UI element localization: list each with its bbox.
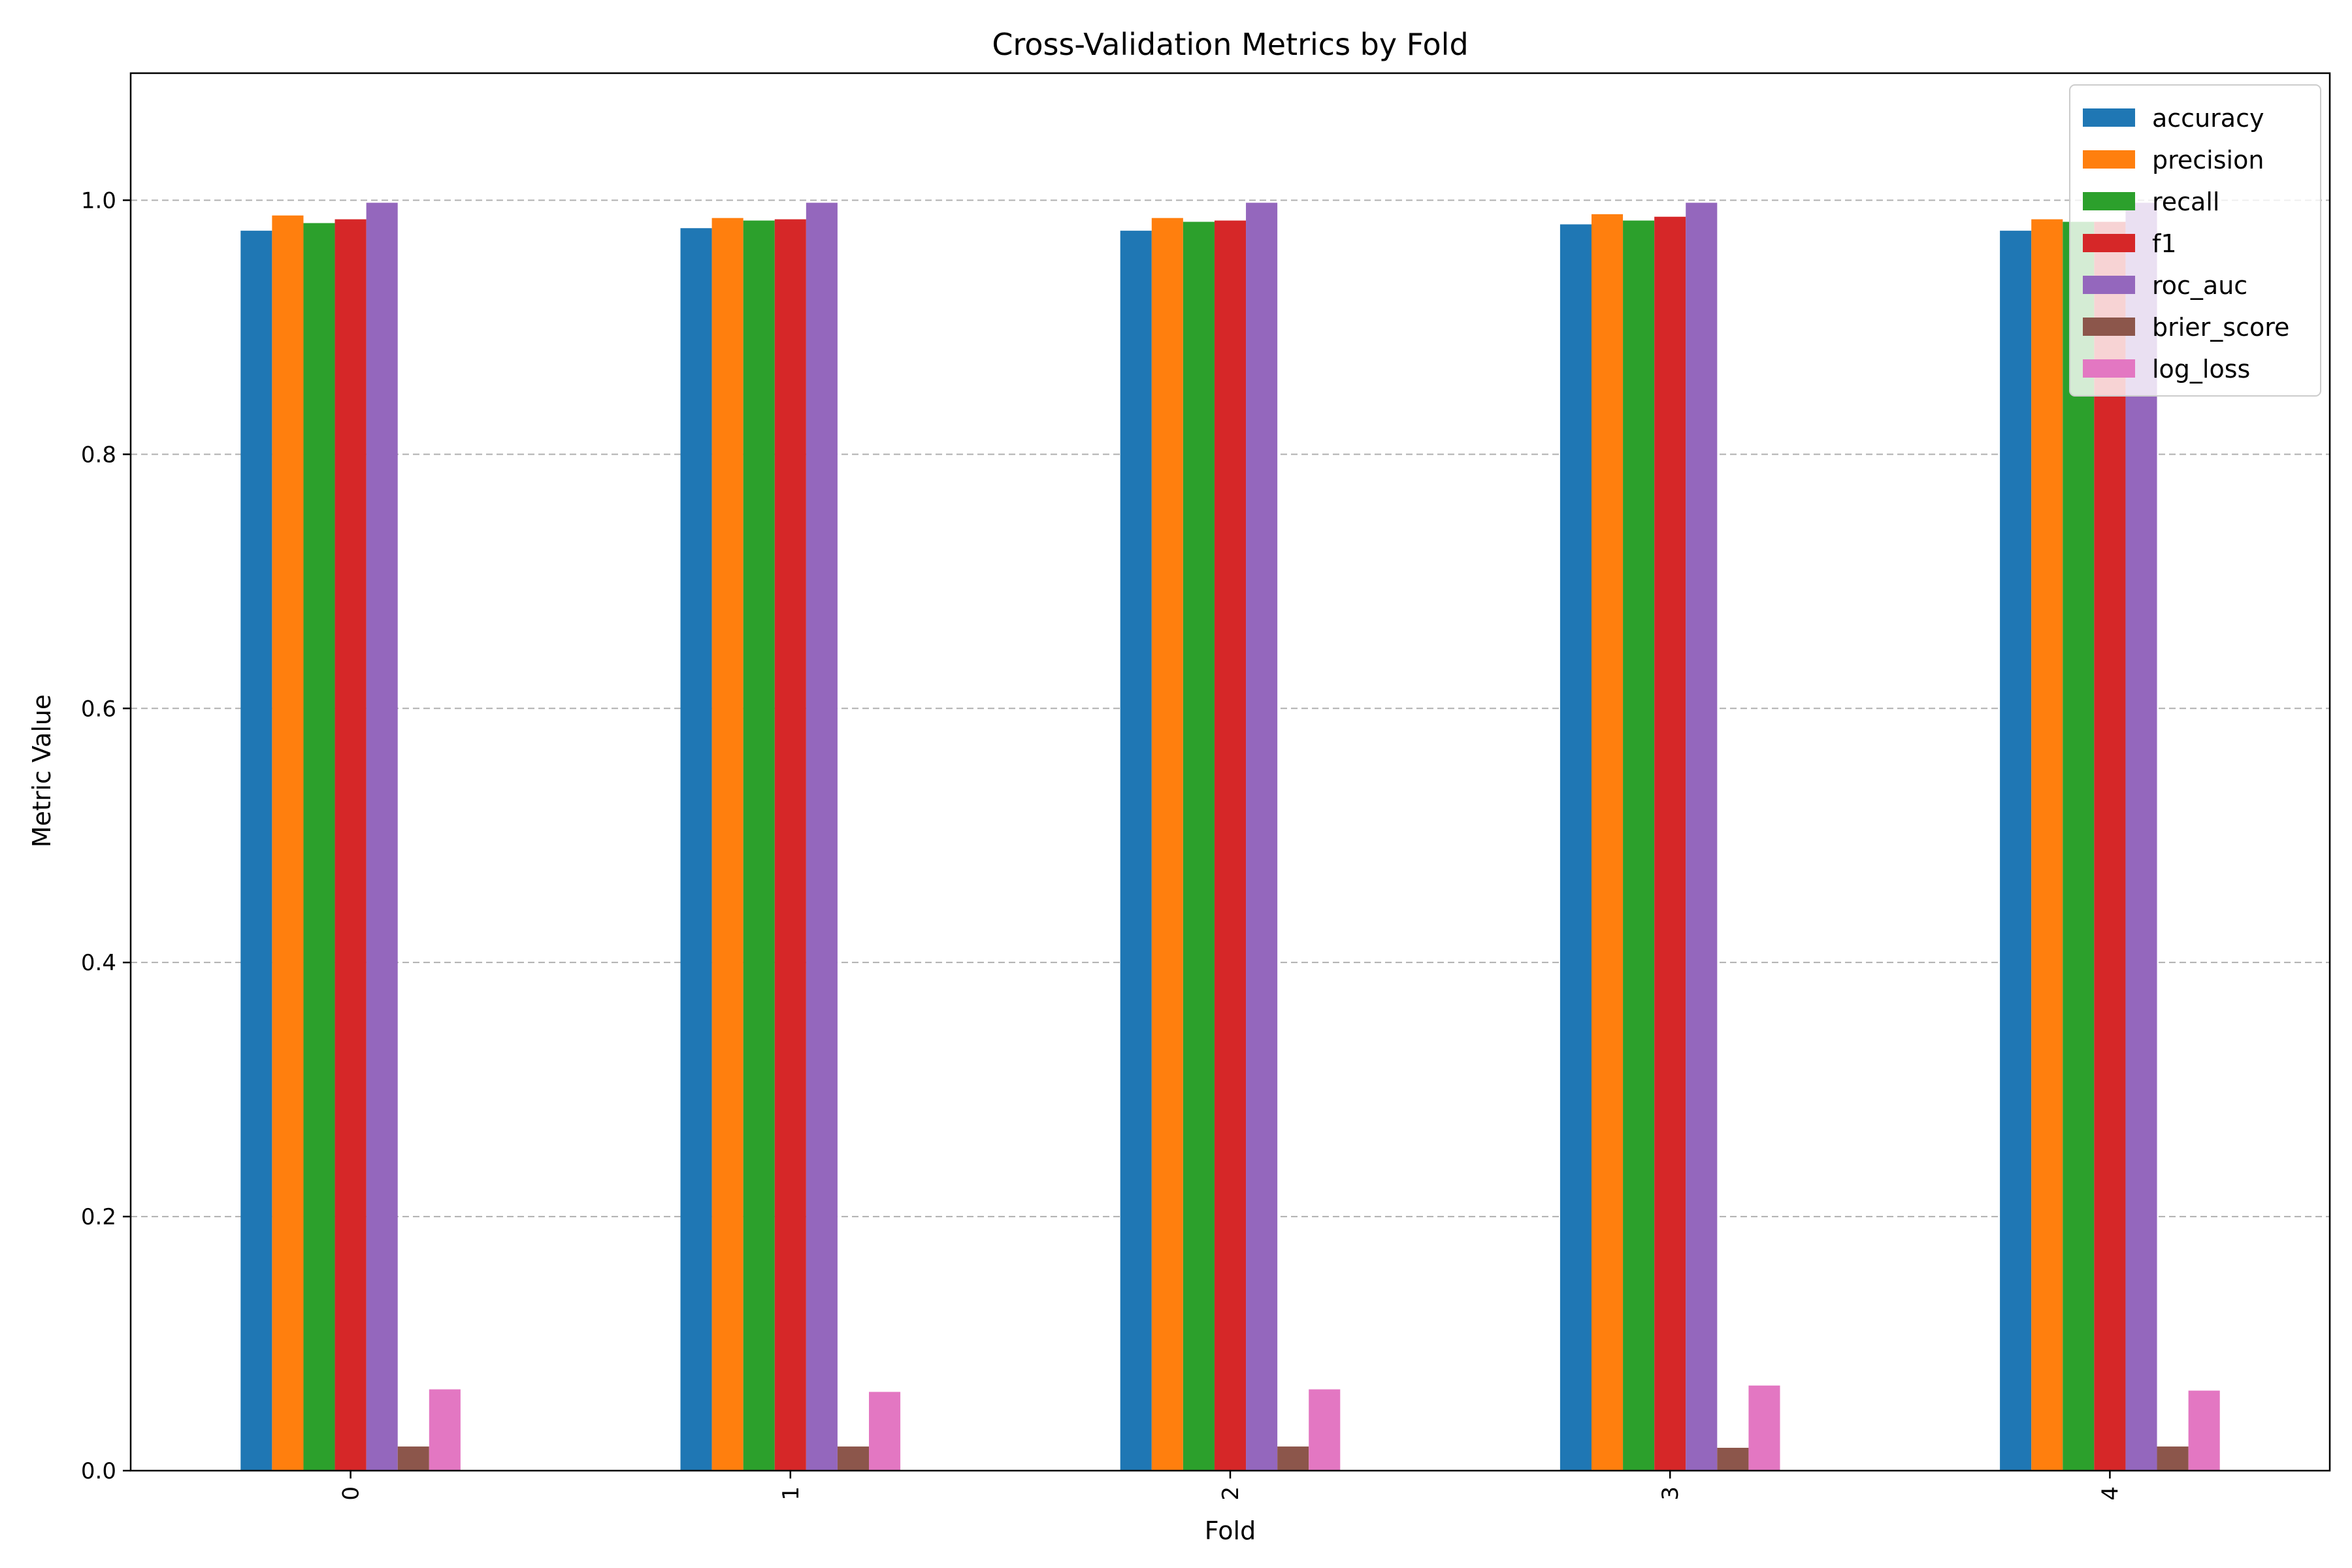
x-axis-title: Fold	[1205, 1516, 1256, 1545]
bar-f1-fold-0	[335, 219, 367, 1471]
bar-recall-fold-3	[1623, 220, 1655, 1471]
legend-label-log_loss: log_loss	[2152, 355, 2250, 384]
legend-swatch-brier_score	[2083, 318, 2135, 336]
y-tick-label-2: 0.4	[81, 950, 116, 976]
bar-f1-fold-1	[774, 219, 806, 1471]
legend-swatch-recall	[2083, 192, 2135, 210]
bar-log_loss-fold-1	[869, 1392, 901, 1471]
legend: accuracy precision recall f1 roc_auc brier_sc…	[2069, 84, 2321, 397]
bar-roc_auc-fold-4	[2125, 203, 2157, 1471]
bar-brier_score-fold-0	[397, 1446, 429, 1471]
legend-label-precision: precision	[2152, 146, 2264, 174]
bar-recall-fold-4	[2063, 221, 2095, 1471]
bar-precision-fold-1	[711, 218, 743, 1471]
x-tick-label-2: 2	[1218, 1486, 1244, 1501]
bar-roc_auc-fold-2	[1246, 203, 1278, 1471]
y-axis-title: Metric Value	[27, 694, 56, 848]
bar-f1-fold-2	[1214, 220, 1247, 1471]
y-tick-label-1: 0.2	[81, 1204, 116, 1230]
bar-accuracy-fold-3	[1560, 224, 1592, 1471]
y-tick-label-3: 0.6	[81, 696, 116, 722]
legend-label-recall: recall	[2152, 188, 2219, 216]
x-tick-label-1: 1	[778, 1486, 804, 1501]
legend-swatch-precision	[2083, 150, 2135, 169]
legend-swatch-log_loss	[2083, 359, 2135, 378]
bar-brier_score-fold-3	[1717, 1447, 1749, 1471]
legend-label-accuracy: accuracy	[2152, 104, 2264, 133]
bar-roc_auc-fold-3	[1686, 203, 1718, 1471]
bar-precision-fold-4	[2031, 219, 2063, 1471]
bar-accuracy-fold-4	[2000, 231, 2032, 1471]
legend-label-roc_auc: roc_auc	[2152, 271, 2247, 300]
legend-label-brier_score: brier_score	[2152, 313, 2289, 342]
bar-precision-fold-2	[1151, 218, 1183, 1471]
legend-swatch-accuracy	[2083, 108, 2135, 127]
bar-roc_auc-fold-0	[366, 203, 398, 1471]
legend-swatch-roc_auc	[2083, 276, 2135, 294]
bar-f1-fold-3	[1654, 216, 1686, 1471]
bar-accuracy-fold-2	[1120, 231, 1152, 1471]
bar-brier_score-fold-1	[837, 1446, 870, 1471]
legend-swatch-f1	[2083, 234, 2135, 252]
bar-accuracy-fold-1	[680, 228, 712, 1471]
bar-roc_auc-fold-1	[806, 203, 838, 1471]
legend-label-f1: f1	[2152, 229, 2177, 258]
bar-brier_score-fold-2	[1277, 1446, 1309, 1471]
x-tick-label-4: 4	[2097, 1486, 2123, 1501]
y-tick-label-5: 1.0	[81, 188, 116, 214]
bar-precision-fold-3	[1591, 214, 1624, 1471]
y-tick-label-4: 0.8	[81, 442, 116, 468]
bar-f1-fold-4	[2094, 221, 2126, 1471]
bar-log_loss-fold-2	[1309, 1389, 1341, 1471]
bar-log_loss-fold-4	[2188, 1390, 2220, 1471]
bar-log_loss-fold-0	[429, 1389, 461, 1471]
bar-precision-fold-0	[272, 215, 304, 1471]
bar-log_loss-fold-3	[1748, 1385, 1780, 1471]
bar-recall-fold-2	[1183, 221, 1215, 1471]
chart-title: Cross-Validation Metrics by Fold	[992, 27, 1468, 62]
bar-recall-fold-1	[743, 220, 775, 1471]
x-tick-label-3: 3	[1658, 1486, 1684, 1501]
bar-brier_score-fold-4	[2157, 1446, 2189, 1471]
x-tick-label-0: 0	[338, 1486, 365, 1501]
bar-accuracy-fold-0	[240, 231, 272, 1471]
bar-recall-fold-0	[303, 223, 335, 1471]
y-tick-label-0: 0.0	[81, 1458, 116, 1484]
